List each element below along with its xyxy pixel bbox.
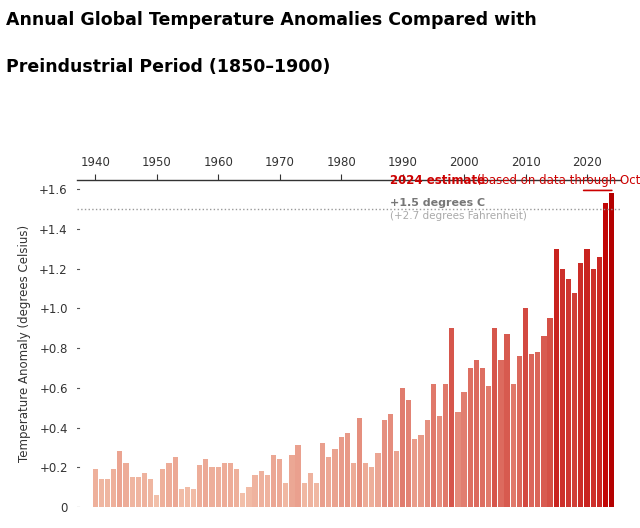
Bar — [191, 489, 196, 507]
Bar — [578, 263, 584, 507]
Bar — [185, 487, 190, 507]
Bar — [394, 451, 399, 507]
Bar — [376, 454, 381, 507]
Bar — [240, 493, 245, 507]
Text: 2024 estimate: 2024 estimate — [390, 174, 485, 187]
Bar — [523, 308, 528, 507]
Bar — [228, 463, 233, 507]
Bar — [148, 479, 153, 507]
Bar — [204, 459, 209, 507]
Bar — [369, 467, 374, 507]
Bar — [345, 433, 350, 507]
Bar — [461, 392, 467, 507]
Bar — [277, 459, 282, 507]
Text: +1.5 degrees C: +1.5 degrees C — [390, 199, 485, 208]
Bar — [320, 444, 325, 507]
Bar — [351, 463, 356, 507]
Bar — [166, 463, 172, 507]
Bar — [419, 436, 424, 507]
Bar — [443, 384, 448, 507]
Bar — [560, 269, 565, 507]
Bar — [99, 479, 104, 507]
Bar — [296, 446, 301, 507]
Bar — [326, 457, 332, 507]
Bar — [357, 418, 362, 507]
Bar — [259, 471, 264, 507]
Bar — [216, 467, 221, 507]
Bar — [412, 439, 417, 507]
Bar — [117, 451, 122, 507]
Bar — [431, 384, 436, 507]
Text: (+2.7 degrees Fahrenheit): (+2.7 degrees Fahrenheit) — [390, 211, 527, 221]
Bar — [381, 420, 387, 507]
Bar — [339, 437, 344, 507]
Bar — [301, 483, 307, 507]
Bar — [160, 469, 166, 507]
Bar — [554, 249, 559, 507]
Bar — [449, 328, 454, 507]
Bar — [265, 475, 270, 507]
Bar — [474, 360, 479, 507]
Bar — [504, 334, 509, 507]
Bar — [308, 473, 313, 507]
Bar — [400, 388, 405, 507]
Bar — [511, 384, 516, 507]
Bar — [541, 336, 547, 507]
Bar — [221, 463, 227, 507]
Bar — [406, 400, 412, 507]
Bar — [314, 483, 319, 507]
Bar — [129, 477, 135, 507]
Bar — [93, 469, 98, 507]
Bar — [142, 473, 147, 507]
Bar — [246, 487, 252, 507]
Bar — [455, 412, 461, 507]
Bar — [603, 203, 608, 507]
Bar — [234, 469, 239, 507]
Bar — [283, 483, 289, 507]
Bar — [154, 495, 159, 507]
Bar — [252, 475, 258, 507]
Bar — [136, 477, 141, 507]
Bar — [424, 420, 430, 507]
Bar — [516, 356, 522, 507]
Bar — [209, 467, 214, 507]
Bar — [437, 416, 442, 507]
Bar — [124, 463, 129, 507]
Bar — [499, 360, 504, 507]
Bar — [572, 293, 577, 507]
Text: (based on data through October): (based on data through October) — [473, 174, 640, 187]
Bar — [535, 352, 540, 507]
Text: Preindustrial Period (1850–1900): Preindustrial Period (1850–1900) — [6, 58, 331, 76]
Bar — [111, 469, 116, 507]
Bar — [179, 489, 184, 507]
Bar — [271, 455, 276, 507]
Bar — [596, 257, 602, 507]
Text: Annual Global Temperature Anomalies Compared with: Annual Global Temperature Anomalies Comp… — [6, 11, 537, 29]
Bar — [388, 413, 393, 507]
Bar — [547, 318, 553, 507]
Bar — [486, 386, 492, 507]
Bar — [492, 328, 497, 507]
Bar — [197, 465, 202, 507]
Bar — [332, 449, 337, 507]
Bar — [529, 354, 534, 507]
Y-axis label: Temperature Anomaly (degrees Celsius): Temperature Anomaly (degrees Celsius) — [18, 224, 31, 462]
Bar — [609, 193, 614, 507]
Bar — [480, 368, 485, 507]
Bar — [566, 279, 571, 507]
Bar — [289, 455, 294, 507]
Bar — [105, 479, 110, 507]
Bar — [468, 368, 473, 507]
Bar — [591, 269, 596, 507]
Bar — [173, 457, 178, 507]
Bar — [363, 463, 368, 507]
Bar — [584, 249, 589, 507]
